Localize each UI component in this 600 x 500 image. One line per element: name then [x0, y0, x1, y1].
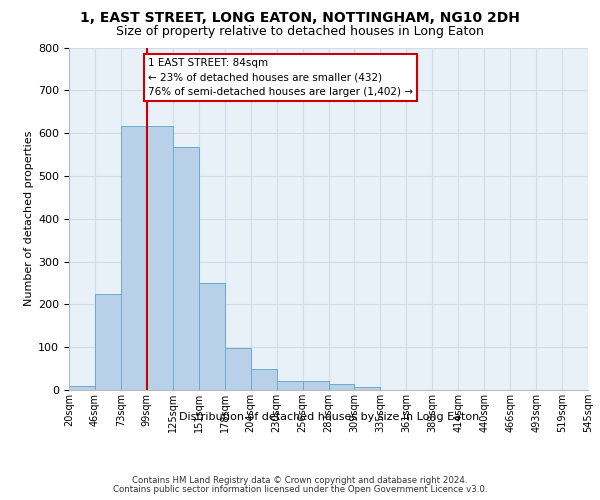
Text: Contains HM Land Registry data © Crown copyright and database right 2024.: Contains HM Land Registry data © Crown c…	[132, 476, 468, 485]
Bar	[302, 380, 329, 390]
Text: 1, EAST STREET, LONG EATON, NOTTINGHAM, NG10 2DH: 1, EAST STREET, LONG EATON, NOTTINGHAM, …	[80, 11, 520, 25]
Text: 1 EAST STREET: 84sqm
← 23% of detached houses are smaller (432)
76% of semi-deta: 1 EAST STREET: 84sqm ← 23% of detached h…	[148, 58, 413, 97]
Bar	[199, 283, 224, 390]
Bar	[69, 386, 95, 390]
Bar	[251, 368, 277, 390]
Text: Contains public sector information licensed under the Open Government Licence v3: Contains public sector information licen…	[113, 485, 487, 494]
Bar	[225, 348, 251, 390]
Bar	[95, 294, 121, 390]
Bar	[173, 148, 199, 390]
Bar	[277, 380, 302, 390]
Text: Distribution of detached houses by size in Long Eaton: Distribution of detached houses by size …	[179, 412, 479, 422]
Bar	[121, 126, 147, 390]
Y-axis label: Number of detached properties: Number of detached properties	[24, 131, 34, 306]
Bar	[147, 126, 173, 390]
Bar	[355, 386, 380, 390]
Bar	[329, 384, 355, 390]
Text: Size of property relative to detached houses in Long Eaton: Size of property relative to detached ho…	[116, 25, 484, 38]
